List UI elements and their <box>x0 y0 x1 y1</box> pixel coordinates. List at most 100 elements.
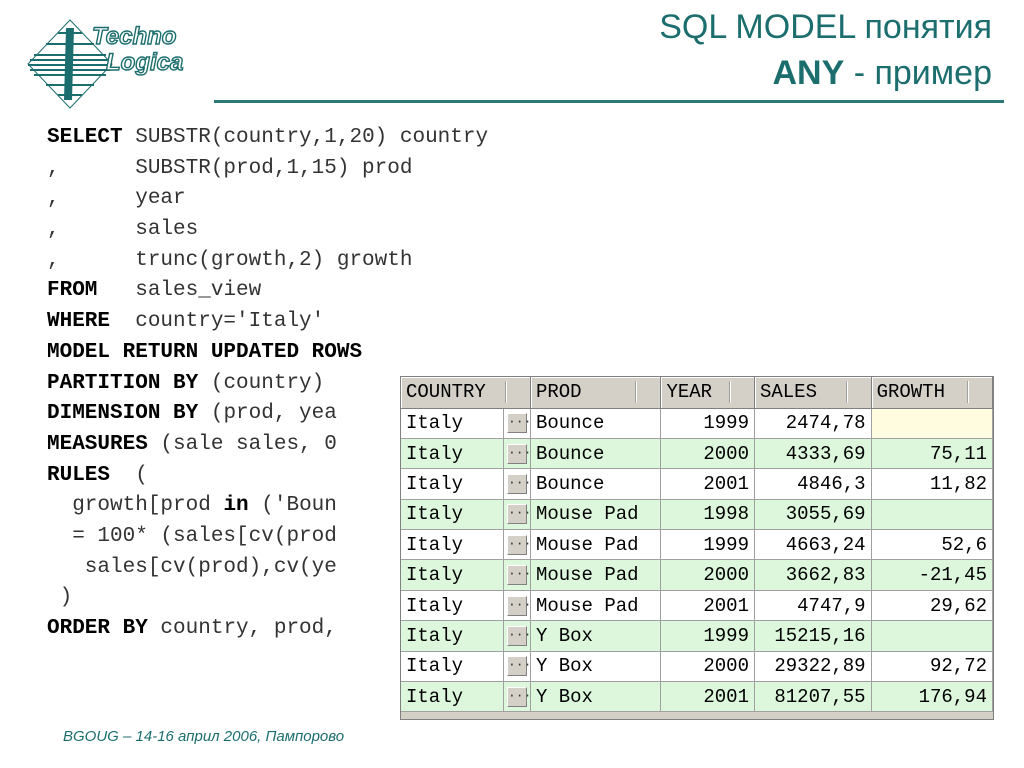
table-row[interactable]: Italy ··· Mouse Pad 2000 3662,83 -21,45 <box>401 559 993 591</box>
cell-country: Italy <box>401 559 505 591</box>
ellipsis-icon[interactable]: ··· <box>506 473 531 494</box>
column-resize-handle[interactable] <box>636 381 655 404</box>
cell-year: 1999 <box>660 408 755 439</box>
ellipsis-icon[interactable]: ··· <box>506 413 531 434</box>
cell-growth: 11,82 <box>871 468 993 500</box>
cell-ellipsis-button[interactable]: ··· <box>503 468 531 500</box>
ellipsis-icon[interactable]: ··· <box>506 504 531 525</box>
sql-keyword: SELECT <box>47 126 123 149</box>
column-header-year[interactable]: YEAR <box>660 377 755 409</box>
table-row[interactable]: Italy ··· Y Box 2001 81207,55 176,94 <box>401 681 993 713</box>
cell-year: 2001 <box>660 468 755 500</box>
sql-text: growth[prod <box>47 494 224 518</box>
code-line: WHERE country='Italy' <box>47 307 488 338</box>
cell-country: Italy <box>401 529 505 561</box>
column-header-prod[interactable]: PROD <box>530 377 662 409</box>
sql-text: country, prod, <box>147 617 337 640</box>
cell-country: Italy <box>401 651 505 683</box>
table-row[interactable]: Italy ··· Mouse Pad 2001 4747,9 29,62 <box>401 590 993 622</box>
cell-growth: 52,6 <box>871 529 993 561</box>
results-table: COUNTRY PROD YEAR SALES GROWTH Italy ··· Bounc… <box>401 377 993 713</box>
cell-sales: 4333,69 <box>754 438 872 470</box>
column-header-country[interactable]: COUNTRY <box>401 377 531 409</box>
sql-text: ('Boun <box>248 494 337 518</box>
code-line: FROM sales_view <box>47 276 488 307</box>
cell-year: 2000 <box>660 651 755 683</box>
cell-prod: Bounce <box>530 408 662 439</box>
cell-growth <box>871 408 993 439</box>
ellipsis-icon[interactable]: ··· <box>506 534 531 555</box>
column-resize-handle[interactable] <box>968 381 987 404</box>
cell-year: 2000 <box>660 438 755 470</box>
title-any: ANY <box>772 54 845 92</box>
cell-sales: 29322,89 <box>754 651 872 683</box>
column-header-sales[interactable]: SALES <box>754 377 872 409</box>
slide-title: SQL MODEL понятия ANY - пример <box>659 4 992 96</box>
ellipsis-icon[interactable]: ··· <box>506 595 531 616</box>
column-resize-handle[interactable] <box>846 381 866 404</box>
cell-year: 1998 <box>660 499 755 531</box>
sql-text: (sale sales, 0 <box>147 432 337 456</box>
table-row[interactable]: Italy ··· Y Box 1999 15215,16 <box>401 620 993 652</box>
table-row[interactable]: Italy ··· Bounce 2001 4846,3 11,82 <box>401 468 993 500</box>
column-header-growth[interactable]: GROWTH <box>871 377 993 409</box>
sql-keyword: WHERE <box>47 310 111 334</box>
cell-ellipsis-button[interactable]: ··· <box>503 529 531 561</box>
cell-sales: 3055,69 <box>754 499 872 531</box>
cell-growth <box>871 499 993 531</box>
cell-ellipsis-button[interactable]: ··· <box>503 620 531 652</box>
sql-text: ) <box>47 586 73 610</box>
table-row[interactable]: Italy ··· Mouse Pad 1999 4663,24 52,6 <box>401 529 993 561</box>
cell-growth: -21,45 <box>871 559 993 591</box>
cell-sales: 4846,3 <box>754 468 872 500</box>
table-row[interactable]: Italy ··· Y Box 2000 29322,89 92,72 <box>401 651 993 683</box>
cell-growth: 75,11 <box>871 438 993 470</box>
cell-ellipsis-button[interactable]: ··· <box>503 438 531 470</box>
cell-ellipsis-button[interactable]: ··· <box>503 408 531 439</box>
cell-growth: 92,72 <box>871 651 993 683</box>
column-header-label: SALES <box>759 381 817 404</box>
cell-prod: Y Box <box>530 651 662 683</box>
cell-sales: 4663,24 <box>754 529 872 561</box>
table-row[interactable]: Italy ··· Mouse Pad 1998 3055,69 <box>401 499 993 531</box>
cell-year: 2001 <box>660 590 755 622</box>
cell-country: Italy <box>401 408 505 439</box>
cell-ellipsis-button[interactable]: ··· <box>503 559 531 591</box>
cell-sales: 4747,9 <box>754 590 872 622</box>
sql-keyword: MEASURES <box>47 432 148 456</box>
logo-line-1: Techno <box>91 23 177 50</box>
cell-prod: Mouse Pad <box>530 559 662 591</box>
cell-growth <box>871 620 993 652</box>
ellipsis-icon[interactable]: ··· <box>506 443 531 464</box>
code-line: MEASURES (sale sales, 0 <box>47 430 488 461</box>
cell-ellipsis-button[interactable]: ··· <box>503 499 531 531</box>
table-row[interactable]: Italy ··· Bounce 2000 4333,69 75,11 <box>401 438 993 470</box>
ellipsis-icon[interactable]: ··· <box>506 565 531 586</box>
techno-logica-logo: Techno Logica <box>26 18 206 110</box>
sql-text: = 100* (sales[cv(prod <box>47 524 337 548</box>
code-line: sales[cv(prod),cv(ye <box>47 553 488 584</box>
footer-text: BGOUG – 14-16 април 2006, Пампорово <box>63 728 345 745</box>
table-row[interactable]: Italy ··· Bounce 1999 2474,78 <box>401 408 993 439</box>
code-line: growth[prod in ('Boun <box>47 491 488 522</box>
sql-text: , trunc(growth,2) growth <box>47 248 413 272</box>
cell-sales: 3662,83 <box>754 559 872 591</box>
column-resize-handle[interactable] <box>729 381 749 404</box>
cell-ellipsis-button[interactable]: ··· <box>503 651 531 683</box>
ellipsis-icon[interactable]: ··· <box>506 625 531 646</box>
column-resize-handle[interactable] <box>505 381 525 404</box>
column-header-label: COUNTRY <box>406 381 486 404</box>
cell-country: Italy <box>401 620 505 652</box>
sql-text: SUBSTR(country,1,20) country <box>122 126 489 149</box>
cell-ellipsis-button[interactable]: ··· <box>503 681 531 713</box>
cell-prod: Mouse Pad <box>530 590 662 622</box>
cell-ellipsis-button[interactable]: ··· <box>503 590 531 622</box>
ellipsis-icon[interactable]: ··· <box>506 686 531 707</box>
title-divider <box>214 100 1004 103</box>
cell-prod: Y Box <box>530 620 662 652</box>
code-line: , SUBSTR(prod,1,15) prod <box>47 154 488 185</box>
sql-text: , sales <box>47 218 199 242</box>
results-grid[interactable]: COUNTRY PROD YEAR SALES GROWTH Italy ··· Bounc… <box>400 376 994 720</box>
ellipsis-icon[interactable]: ··· <box>506 656 531 677</box>
cell-country: Italy <box>401 681 505 713</box>
